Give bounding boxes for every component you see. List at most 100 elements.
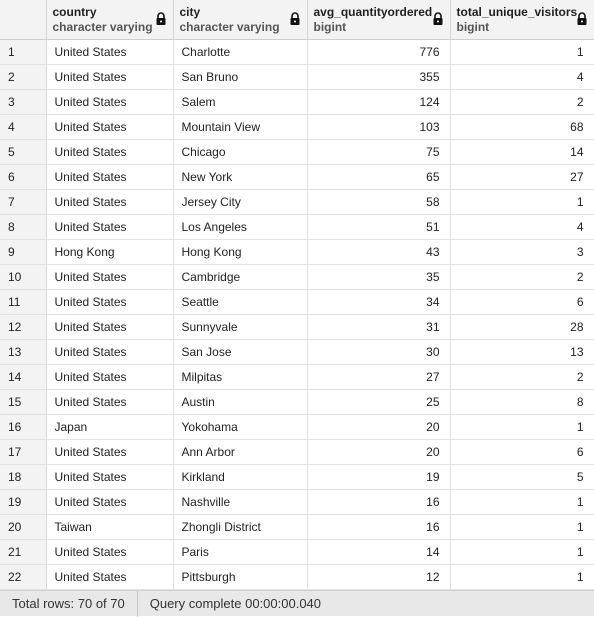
cell-country[interactable]: United States [46, 214, 174, 240]
table-row[interactable]: 14 United States Milpitas 27 2 [0, 364, 594, 390]
table-row[interactable]: 6 United States New York 65 27 [0, 164, 594, 190]
table-row[interactable]: 19 United States Nashville 16 1 [0, 489, 594, 515]
row-number[interactable]: 6 [0, 164, 47, 190]
cell-country[interactable]: United States [46, 364, 174, 390]
cell-country[interactable]: United States [46, 189, 174, 215]
cell-total-unique-visitors[interactable]: 1 [450, 414, 594, 440]
cell-country[interactable]: United States [46, 439, 174, 465]
table-row[interactable]: 16 Japan Yokohama 20 1 [0, 414, 594, 440]
cell-avg-quantityordered[interactable]: 34 [307, 289, 451, 315]
cell-avg-quantityordered[interactable]: 14 [307, 539, 451, 565]
cell-total-unique-visitors[interactable]: 2 [450, 89, 594, 115]
cell-city[interactable]: Jersey City [173, 189, 308, 215]
cell-country[interactable]: United States [46, 114, 174, 140]
cell-total-unique-visitors[interactable]: 5 [450, 464, 594, 490]
cell-city[interactable]: San Bruno [173, 64, 308, 90]
row-number[interactable]: 14 [0, 364, 47, 390]
cell-country[interactable]: United States [46, 39, 174, 65]
cell-country[interactable]: United States [46, 389, 174, 415]
cell-city[interactable]: Chicago [173, 139, 308, 165]
cell-total-unique-visitors[interactable]: 68 [450, 114, 594, 140]
column-header-city[interactable]: city character varying [173, 0, 308, 40]
cell-total-unique-visitors[interactable]: 2 [450, 264, 594, 290]
cell-avg-quantityordered[interactable]: 124 [307, 89, 451, 115]
cell-city[interactable]: San Jose [173, 339, 308, 365]
cell-avg-quantityordered[interactable]: 19 [307, 464, 451, 490]
cell-total-unique-visitors[interactable]: 28 [450, 314, 594, 340]
cell-country[interactable]: United States [46, 339, 174, 365]
cell-city[interactable]: Kirkland [173, 464, 308, 490]
cell-avg-quantityordered[interactable]: 20 [307, 414, 451, 440]
cell-city[interactable]: Pittsburgh [173, 564, 308, 590]
cell-total-unique-visitors[interactable]: 1 [450, 564, 594, 590]
cell-country[interactable]: Japan [46, 414, 174, 440]
cell-avg-quantityordered[interactable]: 103 [307, 114, 451, 140]
cell-total-unique-visitors[interactable]: 4 [450, 64, 594, 90]
cell-city[interactable]: Charlotte [173, 39, 308, 65]
cell-avg-quantityordered[interactable]: 58 [307, 189, 451, 215]
cell-city[interactable]: Austin [173, 389, 308, 415]
row-number[interactable]: 22 [0, 564, 47, 590]
row-number[interactable]: 8 [0, 214, 47, 240]
cell-total-unique-visitors[interactable]: 6 [450, 289, 594, 315]
cell-avg-quantityordered[interactable]: 16 [307, 514, 451, 540]
cell-avg-quantityordered[interactable]: 75 [307, 139, 451, 165]
cell-total-unique-visitors[interactable]: 1 [450, 189, 594, 215]
table-row[interactable]: 9 Hong Kong Hong Kong 43 3 [0, 239, 594, 265]
cell-total-unique-visitors[interactable]: 14 [450, 139, 594, 165]
cell-city[interactable]: Nashville [173, 489, 308, 515]
row-number[interactable]: 13 [0, 339, 47, 365]
cell-total-unique-visitors[interactable]: 8 [450, 389, 594, 415]
row-number-header[interactable] [0, 0, 47, 40]
cell-country[interactable]: United States [46, 64, 174, 90]
table-row[interactable]: 3 United States Salem 124 2 [0, 89, 594, 115]
cell-country[interactable]: United States [46, 164, 174, 190]
table-row[interactable]: 1 United States Charlotte 776 1 [0, 39, 594, 65]
row-number[interactable]: 11 [0, 289, 47, 315]
row-number[interactable]: 7 [0, 189, 47, 215]
table-row[interactable]: 4 United States Mountain View 103 68 [0, 114, 594, 140]
cell-avg-quantityordered[interactable]: 776 [307, 39, 451, 65]
table-row[interactable]: 18 United States Kirkland 19 5 [0, 464, 594, 490]
cell-city[interactable]: Yokohama [173, 414, 308, 440]
cell-city[interactable]: Seattle [173, 289, 308, 315]
cell-city[interactable]: Paris [173, 539, 308, 565]
cell-total-unique-visitors[interactable]: 3 [450, 239, 594, 265]
cell-country[interactable]: United States [46, 264, 174, 290]
row-number[interactable]: 12 [0, 314, 47, 340]
cell-country[interactable]: United States [46, 489, 174, 515]
row-number[interactable]: 18 [0, 464, 47, 490]
cell-avg-quantityordered[interactable]: 51 [307, 214, 451, 240]
cell-avg-quantityordered[interactable]: 16 [307, 489, 451, 515]
table-row[interactable]: 10 United States Cambridge 35 2 [0, 264, 594, 290]
cell-avg-quantityordered[interactable]: 43 [307, 239, 451, 265]
cell-avg-quantityordered[interactable]: 12 [307, 564, 451, 590]
cell-total-unique-visitors[interactable]: 6 [450, 439, 594, 465]
cell-total-unique-visitors[interactable]: 1 [450, 39, 594, 65]
table-row[interactable]: 17 United States Ann Arbor 20 6 [0, 439, 594, 465]
table-row[interactable]: 13 United States San Jose 30 13 [0, 339, 594, 365]
row-number[interactable]: 19 [0, 489, 47, 515]
cell-avg-quantityordered[interactable]: 25 [307, 389, 451, 415]
row-number[interactable]: 1 [0, 39, 47, 65]
cell-avg-quantityordered[interactable]: 20 [307, 439, 451, 465]
cell-total-unique-visitors[interactable]: 13 [450, 339, 594, 365]
cell-city[interactable]: New York [173, 164, 308, 190]
cell-country[interactable]: United States [46, 464, 174, 490]
column-header-country[interactable]: country character varying [46, 0, 174, 40]
table-row[interactable]: 11 United States Seattle 34 6 [0, 289, 594, 315]
cell-country[interactable]: United States [46, 539, 174, 565]
cell-country[interactable]: Taiwan [46, 514, 174, 540]
table-row[interactable]: 22 United States Pittsburgh 12 1 [0, 564, 594, 590]
cell-country[interactable]: United States [46, 89, 174, 115]
cell-city[interactable]: Hong Kong [173, 239, 308, 265]
column-header-total-unique-visitors[interactable]: total_unique_visitors bigint [450, 0, 594, 40]
cell-total-unique-visitors[interactable]: 1 [450, 514, 594, 540]
cell-avg-quantityordered[interactable]: 30 [307, 339, 451, 365]
table-row[interactable]: 21 United States Paris 14 1 [0, 539, 594, 565]
table-row[interactable]: 2 United States San Bruno 355 4 [0, 64, 594, 90]
table-row[interactable]: 5 United States Chicago 75 14 [0, 139, 594, 165]
cell-avg-quantityordered[interactable]: 31 [307, 314, 451, 340]
cell-country[interactable]: United States [46, 139, 174, 165]
row-number[interactable]: 17 [0, 439, 47, 465]
